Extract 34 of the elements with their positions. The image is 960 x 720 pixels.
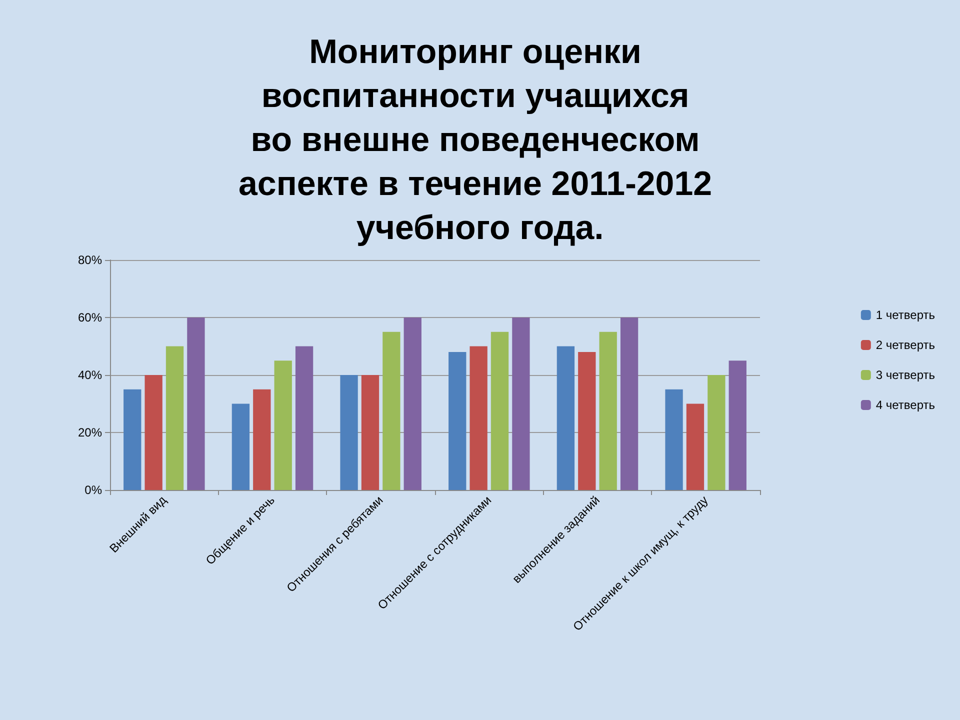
bar xyxy=(599,332,617,490)
bar xyxy=(340,375,358,490)
bar xyxy=(512,318,530,490)
bar xyxy=(556,346,575,490)
bar xyxy=(404,318,422,490)
bar xyxy=(578,352,596,490)
bar xyxy=(448,352,466,490)
bar xyxy=(620,318,638,490)
legend-label: 4 четверть xyxy=(876,398,936,412)
bar xyxy=(470,346,488,490)
bar xyxy=(490,332,509,490)
bar xyxy=(382,332,400,490)
bar xyxy=(187,318,205,490)
bar xyxy=(144,375,162,490)
y-tick-label: 20% xyxy=(78,426,102,440)
bar xyxy=(232,404,250,490)
y-tick-label: 40% xyxy=(78,368,102,382)
legend-label: 1 четверть xyxy=(876,308,936,322)
bar xyxy=(274,360,292,490)
legend-label: 2 четверть xyxy=(876,338,936,352)
chart-title: Мониторинг оценки воспитанности учащихся во внешне поведенческом аспекте в течение 2011-2012 учебного года. xyxy=(238,33,722,247)
bar xyxy=(295,346,314,490)
bar xyxy=(124,389,142,490)
bar xyxy=(665,389,683,490)
bar xyxy=(728,360,746,490)
y-tick-label: 80% xyxy=(78,253,102,267)
bar xyxy=(361,375,380,490)
bar xyxy=(166,346,184,490)
bar xyxy=(708,375,726,490)
y-tick-label: 0% xyxy=(84,483,102,497)
bar xyxy=(686,404,704,490)
legend-label: 3 четверть xyxy=(876,368,936,382)
bar xyxy=(253,389,271,490)
y-tick-label: 60% xyxy=(78,310,102,324)
